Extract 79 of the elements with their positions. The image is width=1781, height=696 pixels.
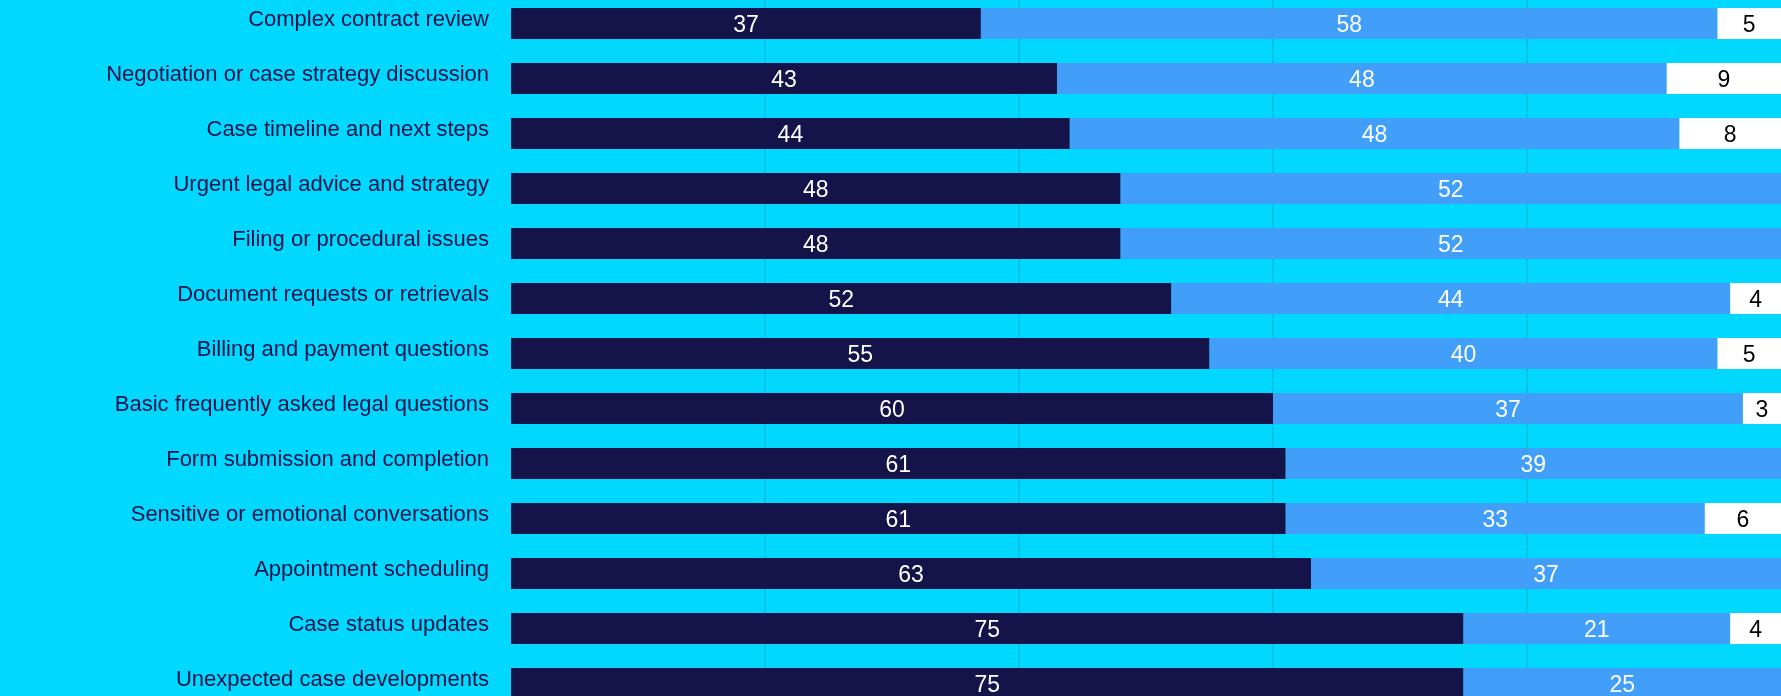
data-label: 8	[1723, 120, 1737, 147]
bar	[1209, 338, 1718, 369]
data-label: 61	[885, 505, 912, 532]
data-label: 37	[733, 10, 759, 37]
y-tick-label: Form submission and completion	[166, 445, 489, 471]
bar	[511, 118, 1070, 149]
bar	[1717, 8, 1781, 39]
bar	[511, 8, 981, 39]
y-tick-label: Appointment scheduling	[254, 555, 489, 581]
bar	[511, 558, 1312, 589]
bar	[1463, 613, 1731, 644]
bar	[1679, 118, 1781, 149]
bar	[1120, 228, 1781, 259]
data-label: 48	[803, 175, 829, 202]
data-label: 58	[1336, 10, 1362, 37]
bar	[1717, 338, 1781, 369]
bar	[1057, 63, 1667, 94]
data-label: 4	[1749, 615, 1763, 642]
data-label: 43	[771, 65, 797, 92]
y-tick-label: Urgent legal advice and strategy	[173, 170, 489, 196]
bar	[1666, 63, 1781, 94]
y-tick-label: Filing or procedural issues	[232, 225, 489, 251]
data-label: 6	[1736, 505, 1750, 532]
bar	[1069, 118, 1680, 149]
bar	[980, 8, 1718, 39]
data-label: 5	[1742, 340, 1756, 367]
y-tick-label: Negotiation or case strategy discussion	[106, 60, 489, 86]
data-label: 4	[1749, 285, 1763, 312]
data-label: 63	[898, 560, 924, 587]
bar	[511, 448, 1286, 479]
bar	[1273, 393, 1743, 424]
data-label: 52	[1438, 175, 1464, 202]
bar	[511, 283, 1172, 314]
y-tick-label: Billing and payment questions	[196, 335, 489, 361]
bar	[1120, 173, 1781, 204]
data-label: 21	[1584, 615, 1610, 642]
data-label: 48	[1349, 65, 1375, 92]
bar	[1742, 393, 1781, 424]
bar	[511, 228, 1121, 259]
data-label: 37	[1533, 560, 1559, 587]
data-label: 37	[1495, 395, 1521, 422]
bar	[511, 63, 1058, 94]
bar	[511, 393, 1273, 424]
data-label: 25	[1609, 670, 1636, 696]
bar	[1704, 503, 1781, 534]
data-label: 9	[1717, 65, 1731, 92]
bar	[1171, 283, 1731, 314]
data-label: 60	[879, 395, 905, 422]
data-label: 48	[803, 230, 829, 257]
data-label: 44	[777, 120, 804, 147]
y-tick-label: Complex contract review	[248, 5, 490, 31]
y-tick-label: Unexpected case developments	[175, 665, 489, 691]
data-label: 40	[1450, 340, 1477, 367]
bar	[511, 338, 1210, 369]
data-label: 5	[1742, 10, 1756, 37]
data-label: 48	[1361, 120, 1388, 147]
bar	[511, 503, 1286, 534]
y-tick-label: Case status updates	[288, 610, 489, 636]
bar	[511, 173, 1121, 204]
y-tick-label: Case timeline and next steps	[206, 115, 489, 141]
y-tick-label: Document requests or retrievals	[177, 280, 489, 306]
data-label: 75	[974, 615, 1001, 642]
data-label: 33	[1482, 505, 1509, 532]
data-label: 3	[1755, 395, 1769, 422]
y-tick-label: Sensitive or emotional conversations	[130, 500, 489, 526]
y-tick-label: Basic frequently asked legal questions	[114, 390, 489, 416]
data-label: 52	[828, 285, 854, 312]
bar	[1730, 613, 1781, 644]
data-label: 44	[1438, 285, 1464, 312]
bar	[1285, 503, 1705, 534]
bar	[511, 613, 1464, 644]
data-label: 39	[1520, 450, 1547, 477]
data-label: 61	[885, 450, 912, 477]
data-label: 52	[1438, 230, 1464, 257]
bar	[1730, 283, 1781, 314]
data-label: 75	[974, 670, 1001, 696]
bar	[1285, 448, 1781, 479]
bar	[1311, 558, 1781, 589]
data-label: 55	[847, 340, 874, 367]
